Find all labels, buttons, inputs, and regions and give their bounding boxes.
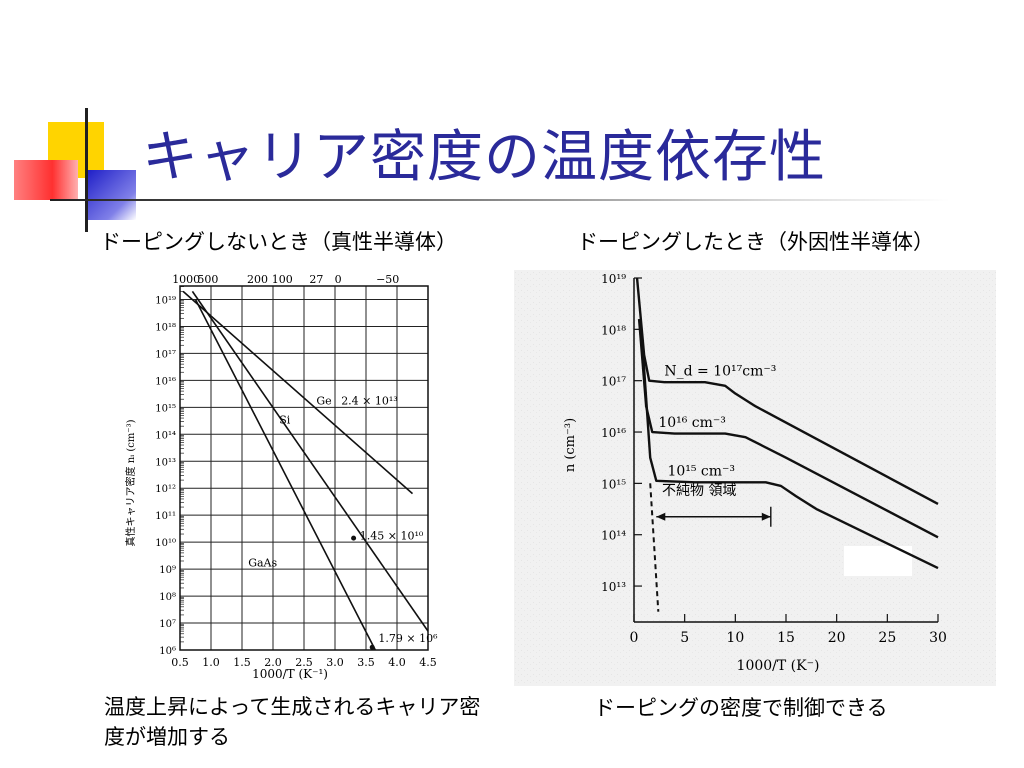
caption-extrinsic: ドーピングしたとき（外因性半導体） xyxy=(577,230,934,254)
chart2-series-label: 10¹⁶ cm⁻³ xyxy=(658,415,726,431)
chart1-series-line xyxy=(191,290,429,632)
chart2-arrow-head-right xyxy=(761,512,771,521)
chart2-ytick: 10¹⁶ xyxy=(601,426,626,440)
chart2-xtick: 0 xyxy=(630,630,639,646)
chart2-series-line xyxy=(640,339,939,570)
chart1-ytick: 10¹⁰ xyxy=(155,538,176,549)
chart1-ytick: 10¹⁷ xyxy=(155,349,176,360)
chart2-ytick: 10¹⁵ xyxy=(601,477,626,491)
chart1-xtick: 4.5 xyxy=(419,656,437,669)
chart1-ytick: 10¹⁹ xyxy=(155,295,176,306)
chart2-series-line xyxy=(635,277,939,505)
chart1-ytick: 10¹² xyxy=(155,484,176,495)
chart1-ytick: 10⁷ xyxy=(159,619,176,630)
chart1-ytick: 10¹⁶ xyxy=(155,376,176,387)
chart2-xtick: 10 xyxy=(726,630,744,646)
chart1-xtick: 1.0 xyxy=(202,656,220,669)
chart1-xlabel: 1000/T (K⁻¹) xyxy=(252,667,328,681)
chart2-region-label: 不純物 領域 xyxy=(662,482,736,499)
chart2-ylabel: n (cm⁻³) xyxy=(563,418,578,472)
chart1-top-tick: −50 xyxy=(376,273,399,286)
chart1-series-annotation: 1.45 × 10¹⁰ xyxy=(360,529,424,542)
caption-intrinsic: ドーピングしないとき（真性半導体） xyxy=(100,230,457,254)
chart1-ytick: 10¹¹ xyxy=(155,511,176,522)
chart1-series-label: Si xyxy=(279,414,291,427)
chart1-ytick: 10⁹ xyxy=(159,565,176,576)
chart2-ytick: 10¹⁸ xyxy=(601,323,626,337)
chart1-marker xyxy=(351,535,357,541)
chart1-xtick: 4.0 xyxy=(388,656,406,669)
deco-horizontal-line xyxy=(50,199,950,201)
caption-extrinsic-note: ドーピングの密度で制御できる xyxy=(594,696,888,720)
chart1-series-annotation: 1.79 × 10⁶ xyxy=(378,632,438,645)
chart1-ytick: 10¹⁴ xyxy=(155,430,176,441)
chart1-top-tick: 100 xyxy=(272,273,293,286)
chart2-xtick: 15 xyxy=(777,630,795,646)
chart1-ytick: 10¹⁸ xyxy=(155,322,176,333)
chart1-marker xyxy=(369,644,375,650)
chart2-dashed-drop xyxy=(649,483,660,612)
chart1-ytick: 10⁸ xyxy=(159,592,176,603)
chart1-xtick: 1.5 xyxy=(233,656,251,669)
chart1-xtick: 0.5 xyxy=(171,656,189,669)
chart2-ytick: 10¹⁴ xyxy=(601,529,626,543)
chart1-top-tick: 27 xyxy=(309,273,323,286)
chart2-ytick: 10¹⁷ xyxy=(601,375,626,389)
intrinsic-carrier-chart: 0.5 1.0 1.5 2.0 2.5 3.0 3.5 4.0 4.5 10⁶ 10⁷ 10⁸ 10⁹ 1… xyxy=(118,268,448,684)
chart1-top-tick: 1000 xyxy=(172,273,200,286)
chart1-xtick: 3.0 xyxy=(326,656,344,669)
chart2-series-label: 10¹⁵ cm⁻³ xyxy=(667,464,735,480)
chart1-ytick: 10⁶ xyxy=(159,646,176,657)
chart1-series-label: GaAs xyxy=(248,556,277,569)
chart2-ytick: 10¹³ xyxy=(601,580,626,594)
chart1-ylabel: 真性キャリア密度 nᵢ (cm⁻³) xyxy=(124,419,137,546)
chart2-ytick: 10¹⁹ xyxy=(601,272,626,286)
caption-intrinsic-note: 温度上昇によって生成されるキャリア密度が増加する xyxy=(104,695,481,749)
chart1-top-tick: 500 xyxy=(197,273,218,286)
chart1-series-label: Ge xyxy=(316,395,331,408)
chart2-series-label: N_d = 10¹⁷cm⁻³ xyxy=(664,364,776,380)
chart1-xtick: 2.5 xyxy=(295,656,313,669)
chart1-series-annotation: 2.4 × 10¹³ xyxy=(341,395,398,408)
chart2-xlabel: 1000/T (K⁻) xyxy=(737,658,820,674)
deco-vertical-line xyxy=(85,108,88,232)
chart2-xtick: 30 xyxy=(929,630,947,646)
chart1-top-tick: 0 xyxy=(335,273,342,286)
deco-red-square xyxy=(14,160,78,200)
chart1-series-line xyxy=(182,290,414,495)
chart1-frame xyxy=(179,285,429,651)
chart2-xtick: 20 xyxy=(828,630,846,646)
deco-blue-square xyxy=(88,170,136,220)
chart1-series-line xyxy=(194,299,377,651)
chart1-ytick: 10¹⁵ xyxy=(155,403,176,414)
chart1-xtick: 3.5 xyxy=(357,656,375,669)
chart1-xtick: 2.0 xyxy=(264,656,282,669)
chart2-xtick: 25 xyxy=(878,630,896,646)
slide-title: キャリア密度の温度依存性 xyxy=(142,125,826,190)
chart2-arrow-head-left xyxy=(656,512,666,521)
chart1-ytick: 10¹³ xyxy=(155,457,176,468)
extrinsic-carrier-chart: 0 5 10 15 20 25 30 10¹³ 10¹⁴ 10¹⁵ 10¹⁶ 10¹⁷ 10¹⁸ 10¹⁹… xyxy=(514,270,996,686)
chart1-top-tick: 200 xyxy=(247,273,268,286)
chart2-xtick: 5 xyxy=(680,630,689,646)
